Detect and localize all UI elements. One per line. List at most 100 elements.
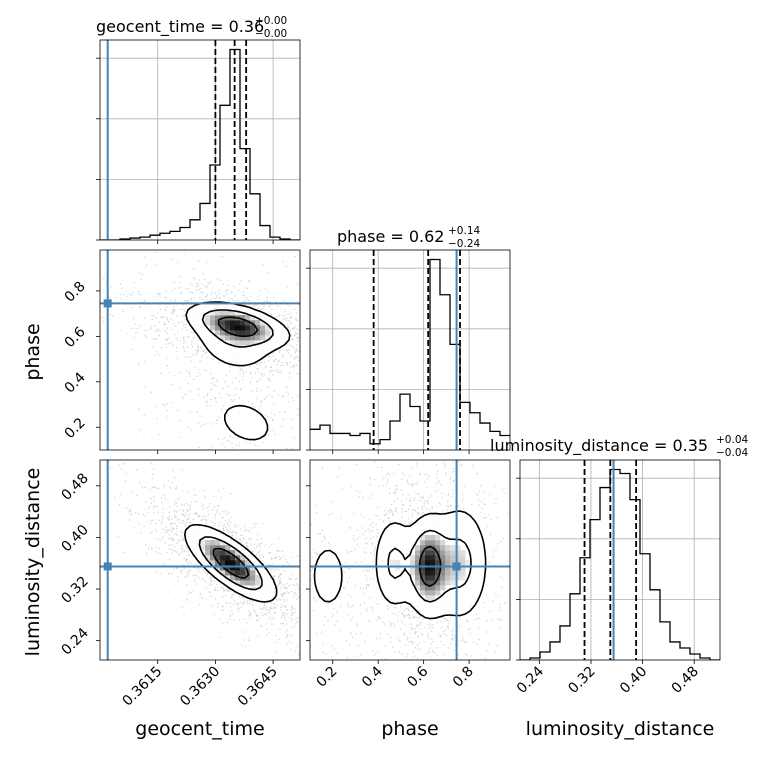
x-ticklabel: 0.3615 [120,664,166,710]
density-cell [220,545,226,551]
density-cell [245,575,251,581]
density-cell [215,555,221,561]
title-phase: phase = 0.62 [337,227,444,246]
density-cell [210,550,216,556]
density-cell [455,545,461,551]
plot-layer: 0.24 0.32 0.40 0.48 0.2 0.4 0.6 0.8 0.3615 0.3630… [58,39,721,710]
title-phase-upper: +0.14 [448,225,480,237]
title-phase-lower: −0.24 [448,238,480,250]
contour-line [201,309,274,348]
density-cell [245,335,251,341]
density-cell [215,325,221,331]
density-cell [210,325,216,331]
x-ticklabel: 0.4 [359,663,386,690]
density-cell [230,575,236,581]
contour-line [212,547,250,579]
histogram-step [520,468,720,660]
density-cell [430,555,436,561]
density-cell [460,570,466,576]
density-cell [440,575,446,581]
density-cell [455,550,461,556]
density-cell [240,315,246,321]
density-cell [255,325,261,331]
histogram-phase [306,249,511,454]
density-cell [215,315,221,321]
title-geocent-time-upper: +0.00 [255,15,287,27]
density-cell [435,535,441,541]
density-cell [425,560,431,566]
density-cell [440,570,446,576]
density-cell [210,310,216,316]
density-panel-geocent-time-vs-luminosity-distance: 0.3615 0.3630 0.3645 0.24 0.32 0.40 0.48 [58,459,301,710]
density-cell [230,565,236,571]
density-cell [235,335,241,341]
density-cell [430,590,436,596]
density-cell [260,330,266,336]
density-cell [440,565,446,571]
density-cell [450,545,456,551]
density-cell [420,590,426,596]
density-cell [420,575,426,581]
density-cell [425,550,431,556]
y-ticklabel: 0.32 [58,574,91,607]
contour-line [313,510,487,620]
xlabel-luminosity-distance: luminosity_distance [526,718,715,740]
density-cell [255,335,261,341]
histogram-step [100,48,300,240]
density-cell [225,550,231,556]
histogram-luminosity-distance: 0.24 0.32 0.40 0.48 [514,459,721,697]
density-cell [230,340,236,346]
density-cell [425,585,431,591]
density-cell [415,545,421,551]
density-cell [265,335,271,341]
density-cell [250,340,256,346]
density-cell [255,320,261,326]
density-cell [415,570,421,576]
density-cell [250,335,256,341]
truth-marker [103,562,112,571]
density-cell [230,330,236,336]
density-cell [425,570,431,576]
contour-line [185,301,291,441]
density-cell [250,565,256,571]
density-cell [435,545,441,551]
histogram-geocent-time [96,39,301,244]
density-cell [425,555,431,561]
density-cell [420,585,426,591]
density-cell [240,570,246,576]
density-cell [240,565,246,571]
density-cell [215,540,221,546]
density-cell [220,320,226,326]
density-cell [225,545,231,551]
y-ticklabel: 0.6 [62,324,89,351]
density-cell [230,335,236,341]
density-cell [415,565,421,571]
density-cell [235,325,241,331]
density-cell [425,575,431,581]
ylabel-luminosity-distance: luminosity_distance [22,468,44,657]
density-cell [220,555,226,561]
density-cell [415,575,421,581]
density-cell [410,565,416,571]
x-ticklabel: 0.48 [669,664,702,697]
density-cell [445,575,451,581]
density-cell [415,585,421,591]
y-ticklabel: 0.48 [58,470,91,503]
density-cell [415,555,421,561]
density-cell [460,555,466,561]
density-cell [235,570,241,576]
density-cell [430,540,436,546]
density-cell [230,320,236,326]
density-cell [240,330,246,336]
density-cell [255,340,261,346]
density-cell [240,555,246,561]
density-cell [225,335,231,341]
density-cell [445,560,451,566]
density-cell [465,560,471,566]
density-cell [260,335,266,341]
density-cell [250,320,256,326]
density-cell [245,320,251,326]
density-cell [425,580,431,586]
density-cell [440,585,446,591]
density-cell [425,590,431,596]
